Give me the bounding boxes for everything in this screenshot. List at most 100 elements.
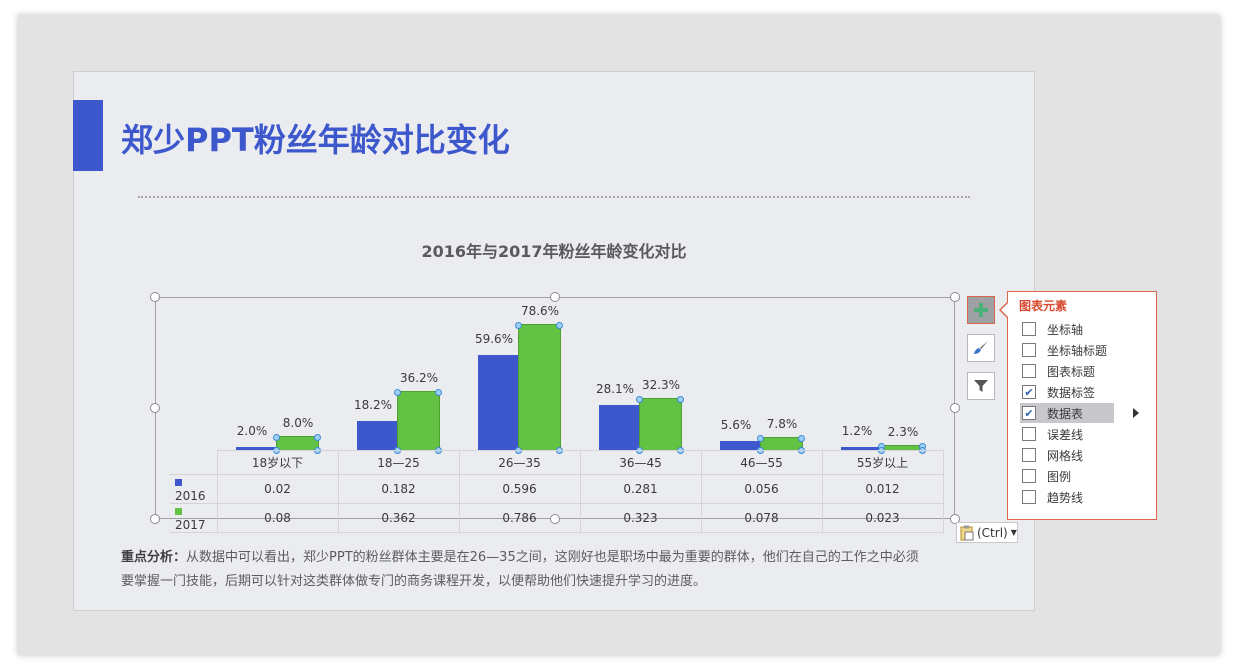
data-label[interactable]: 1.2% <box>841 424 873 438</box>
legend-key-2016: 2016 <box>170 474 218 504</box>
chart-elements-button[interactable] <box>967 296 995 324</box>
category-cell: 26—35 <box>458 450 581 475</box>
bar-2017[interactable] <box>638 398 682 451</box>
popup-item[interactable]: 图表标题 <box>1020 361 1114 381</box>
checkbox-checked[interactable]: ✔ <box>1022 406 1036 420</box>
bar-2016[interactable] <box>598 405 640 450</box>
resize-handle[interactable] <box>950 292 960 302</box>
popup-item[interactable]: 坐标轴 <box>1020 319 1114 339</box>
popup-item[interactable]: 趋势线 <box>1020 487 1114 507</box>
selection-handle[interactable] <box>757 434 764 442</box>
data-label[interactable]: 8.0% <box>282 416 314 430</box>
data-label[interactable]: 18.2% <box>353 398 393 412</box>
resize-handle[interactable] <box>150 403 160 413</box>
selection-handle[interactable] <box>314 433 321 441</box>
popup-item-label: 误差线 <box>1047 427 1084 442</box>
plus-icon <box>974 303 988 317</box>
bar-2016[interactable] <box>840 447 882 450</box>
data-label[interactable]: 2.0% <box>236 424 268 438</box>
data-label[interactable]: 2.3% <box>887 425 919 439</box>
category-cell: 55岁以上 <box>821 450 944 475</box>
popup-item-label: 数据标签 <box>1047 385 1096 400</box>
data-label[interactable]: 7.8% <box>766 417 798 431</box>
value-cell: 0.012 <box>821 474 944 504</box>
value-cell: 0.786 <box>458 503 581 533</box>
clipboard-icon <box>960 525 974 540</box>
chart-styles-button[interactable] <box>967 334 995 362</box>
popup-item[interactable]: ✔ 数据标签 <box>1020 382 1114 402</box>
popup-item[interactable]: 图例 <box>1020 466 1114 486</box>
checkbox[interactable] <box>1022 448 1036 462</box>
bar-2016[interactable] <box>356 421 398 450</box>
checkbox[interactable] <box>1022 490 1036 504</box>
value-cell: 0.08 <box>216 503 339 533</box>
category-cell: 18—25 <box>337 450 460 475</box>
bar-2017[interactable] <box>759 437 803 451</box>
popup-item[interactable]: 网格线 <box>1020 445 1114 465</box>
bar-2017[interactable] <box>396 391 440 451</box>
chart-elements-popup: 图表元素 坐标轴 坐标轴标题 图表标题 ✔ 数据标签 ✔ 数据表 误差线 网格线 图例 趋势线 <box>1007 291 1157 520</box>
value-cell: 0.023 <box>821 503 944 533</box>
category-cell: 18岁以下 <box>216 450 339 475</box>
chart-filters-button[interactable] <box>967 372 995 400</box>
value-cell: 0.281 <box>579 474 702 504</box>
dotted-divider <box>138 196 970 198</box>
value-cell: 0.056 <box>700 474 823 504</box>
bar-2016[interactable] <box>719 441 761 450</box>
popup-item-label: 网格线 <box>1047 448 1084 463</box>
selection-handle[interactable] <box>435 388 442 396</box>
bar-2017[interactable] <box>880 445 924 451</box>
checkbox-checked[interactable]: ✔ <box>1022 385 1036 399</box>
analysis-paragraph[interactable]: 重点分析：从数据中可以看出，郑少PPT的粉丝群体主要是在26—35之间，这刚好也… <box>121 546 921 594</box>
selection-handle[interactable] <box>677 395 684 403</box>
legend-key-2017: 2017 <box>170 503 218 533</box>
resize-handle[interactable] <box>950 403 960 413</box>
bar-2016[interactable] <box>477 355 519 450</box>
category-cell: 46—55 <box>700 450 823 475</box>
resize-handle[interactable] <box>950 514 960 524</box>
checkbox[interactable] <box>1022 469 1036 483</box>
checkbox[interactable] <box>1022 343 1036 357</box>
data-table-header-row: 18岁以下 18—25 26—35 36—45 46—55 55岁以上 <box>170 450 944 475</box>
popup-item-label: 图例 <box>1047 469 1072 484</box>
chart-data-table[interactable]: 18岁以下 18—25 26—35 36—45 46—55 55岁以上 2016… <box>170 450 944 533</box>
selection-handle[interactable] <box>515 321 522 329</box>
value-cell: 0.182 <box>337 474 460 504</box>
chevron-down-icon: ▼ <box>1010 528 1017 537</box>
resize-handle[interactable] <box>550 292 560 302</box>
popup-item-label: 趋势线 <box>1047 490 1084 505</box>
legend-swatch-2017 <box>175 508 182 515</box>
checkbox[interactable] <box>1022 322 1036 336</box>
checkbox[interactable] <box>1022 364 1036 378</box>
submenu-arrow-icon[interactable] <box>1133 408 1139 418</box>
data-label[interactable]: 36.2% <box>399 371 439 385</box>
filter-icon <box>974 380 988 392</box>
data-label[interactable]: 28.1% <box>595 382 635 396</box>
popup-item[interactable]: 误差线 <box>1020 424 1114 444</box>
bar-2016[interactable] <box>235 447 277 450</box>
paste-options-button[interactable]: (Ctrl) ▼ <box>956 522 1018 543</box>
popup-item-label: 坐标轴标题 <box>1047 343 1108 358</box>
popup-item-label: 数据表 <box>1047 406 1084 421</box>
popup-item-label: 坐标轴 <box>1047 322 1084 337</box>
resize-handle[interactable] <box>150 292 160 302</box>
data-table-row: 2016 0.02 0.182 0.596 0.281 0.056 0.012 <box>170 474 944 504</box>
slide-title[interactable]: 郑少PPT粉丝年龄对比变化 <box>121 121 510 159</box>
bar-2017[interactable] <box>275 436 319 451</box>
bar-2017[interactable] <box>517 324 561 451</box>
popup-item[interactable]: 坐标轴标题 <box>1020 340 1114 360</box>
selection-handle[interactable] <box>636 395 643 403</box>
data-label[interactable]: 5.6% <box>720 418 752 432</box>
popup-item[interactable]: ✔ 数据表 <box>1020 403 1114 423</box>
data-label[interactable]: 59.6% <box>474 332 514 346</box>
selection-handle[interactable] <box>273 433 280 441</box>
data-label[interactable]: 78.6% <box>520 304 560 318</box>
chart-title[interactable]: 2016年与2017年粉丝年龄变化对比 <box>421 242 687 261</box>
checkbox[interactable] <box>1022 427 1036 441</box>
selection-handle[interactable] <box>556 321 563 329</box>
value-cell: 0.078 <box>700 503 823 533</box>
selection-handle[interactable] <box>394 388 401 396</box>
resize-handle[interactable] <box>150 514 160 524</box>
data-label[interactable]: 32.3% <box>641 378 681 392</box>
selection-handle[interactable] <box>798 434 805 442</box>
